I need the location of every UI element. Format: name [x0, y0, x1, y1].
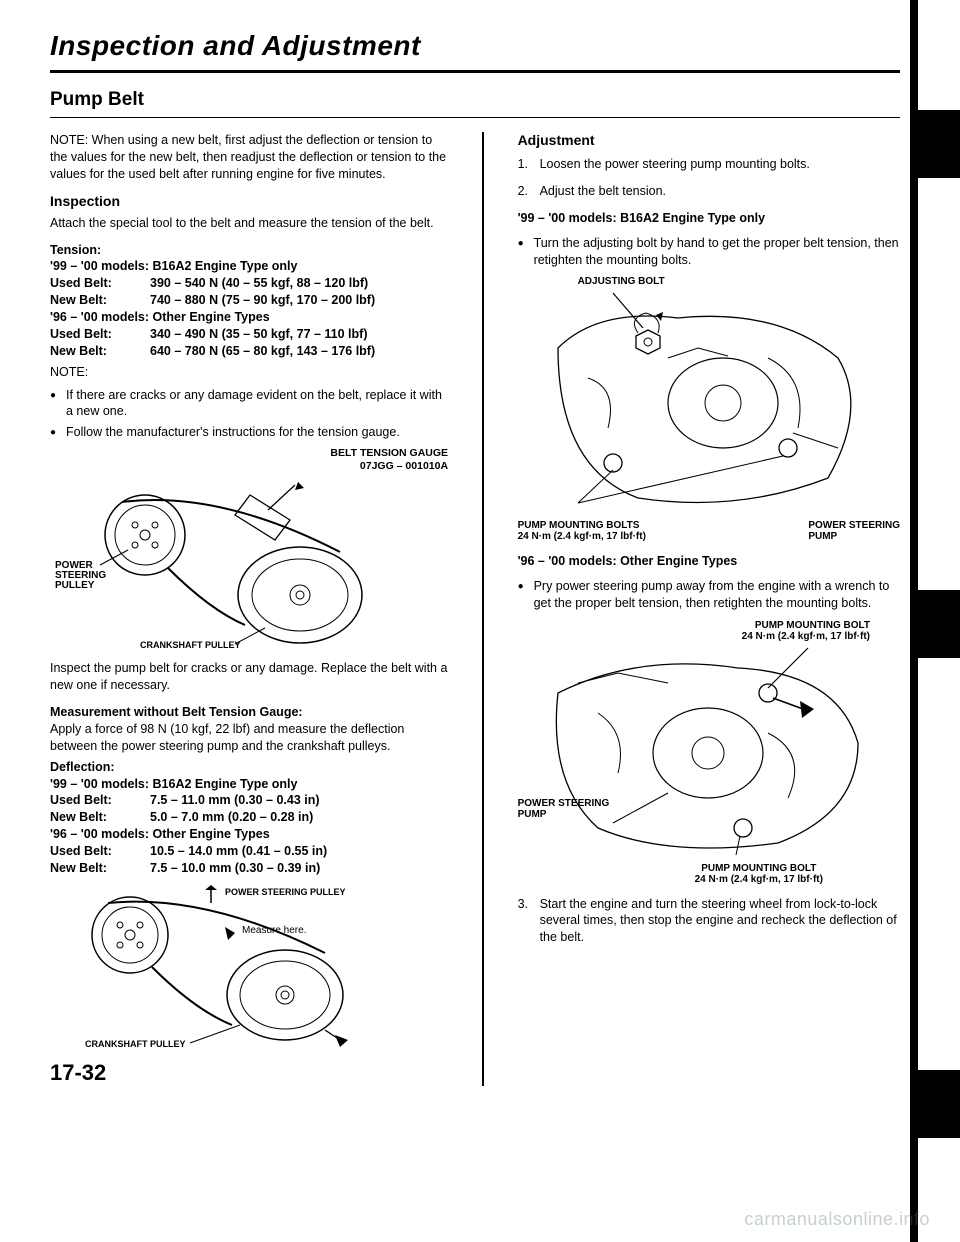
- fig1-after-text: Inspect the pump belt for cracks or any …: [50, 660, 448, 694]
- note-label: NOTE:: [50, 364, 448, 381]
- model-99-heading: '99 – '00 models: B16A2 Engine Type only: [518, 210, 900, 227]
- step-item: 2.Adjust the belt tension.: [518, 183, 900, 200]
- rule-thick: [50, 70, 900, 73]
- inspection-heading: Inspection: [50, 193, 448, 209]
- page-title: Inspection and Adjustment: [50, 30, 900, 62]
- fig4-bottom-label: PUMP MOUNTING BOLT 24 N·m (2.4 kgf·m, 17…: [618, 863, 900, 886]
- defl-used-value: 7.5 – 11.0 mm (0.30 – 0.43 in): [150, 792, 448, 809]
- measurement-heading: Measurement without Belt Tension Gauge:: [50, 704, 448, 721]
- inspection-body: Attach the special tool to the belt and …: [50, 215, 448, 232]
- thumb-tab-icon: [918, 590, 960, 658]
- thumb-tabs: [918, 0, 960, 1242]
- thumb-tab-icon: [918, 110, 960, 178]
- defl-99-models: '99 – '00 models: B16A2 Engine Type only: [50, 776, 448, 793]
- defl-new-value: 5.0 – 7.0 mm (0.20 – 0.28 in): [150, 809, 448, 826]
- fig3-adjusting-bolt-label: ADJUSTING BOLT: [578, 276, 900, 288]
- fig4-top-label: PUMP MOUNTING BOLT 24 N·m (2.4 kgf·m, 17…: [518, 620, 870, 643]
- right-column: Adjustment 1.Loosen the power steering p…: [518, 132, 900, 1086]
- svg-text:Measure here.: Measure here.: [242, 925, 306, 936]
- new-belt-label: New Belt:: [50, 292, 150, 309]
- figure-belt-tension: POWER STEERING PULLEY CRANKSHAFT PULLEY: [50, 480, 448, 650]
- tension-96-models: '96 – '00 models: Other Engine Types: [50, 309, 448, 326]
- step-item: 1.Loosen the power steering pump mountin…: [518, 156, 900, 173]
- note-item: If there are cracks or any damage eviden…: [50, 387, 448, 421]
- tension-label: Tension:: [50, 242, 448, 259]
- thumb-tab-icon: [918, 1070, 960, 1138]
- new-belt-value-2: 640 – 780 N (65 – 80 kgf, 143 – 176 lbf): [150, 343, 448, 360]
- used-belt-value: 390 – 540 N (40 – 55 kgf, 88 – 120 lbf): [150, 275, 448, 292]
- page-number: 17-32: [50, 1060, 448, 1086]
- new-belt-label-2: New Belt:: [50, 343, 150, 360]
- svg-text:POWER STEERING PULLEY: POWER STEERING PULLEY: [225, 887, 346, 897]
- svg-text:CRANKSHAFT PULLEY: CRANKSHAFT PULLEY: [140, 640, 241, 650]
- column-divider: [482, 132, 484, 1086]
- watermark: carmanualsonline.info: [744, 1209, 930, 1230]
- defl-new-value-2: 7.5 – 10.0 mm (0.30 – 0.39 in): [150, 860, 448, 877]
- fig3-mounting-bolts-label: PUMP MOUNTING BOLTS 24 N·m (2.4 kgf·m, 1…: [518, 520, 646, 543]
- deflection-label: Deflection:: [50, 759, 448, 776]
- left-column: NOTE: When using a new belt, first adjus…: [50, 132, 448, 1086]
- defl-new-label-2: New Belt:: [50, 860, 150, 877]
- turn-text: Turn the adjusting bolt by hand to get t…: [518, 235, 900, 269]
- model-96-heading: '96 – '00 models: Other Engine Types: [518, 553, 900, 570]
- fig4-pump-label: POWER STEERING PUMP: [518, 798, 610, 821]
- rule-thin: [50, 117, 900, 118]
- svg-text:PULLEY: PULLEY: [55, 580, 95, 591]
- defl-used-value-2: 10.5 – 14.0 mm (0.41 – 0.55 in): [150, 843, 448, 860]
- defl-used-label: Used Belt:: [50, 792, 150, 809]
- used-belt-label: Used Belt:: [50, 275, 150, 292]
- pry-text: Pry power steering pump away from the en…: [518, 578, 900, 612]
- figure-adjusting-bolt: ADJUSTING BOLT: [518, 276, 900, 543]
- measurement-body: Apply a force of 98 N (10 kgf, 22 lbf) a…: [50, 721, 448, 755]
- new-belt-value: 740 – 880 N (75 – 90 kgf, 170 – 200 lbf): [150, 292, 448, 309]
- figure-measure: POWER STEERING PULLEY Measure here. CRAN…: [50, 885, 448, 1050]
- fig3-pump-label: POWER STEERING PUMP: [808, 520, 900, 543]
- svg-text:CRANKSHAFT PULLEY: CRANKSHAFT PULLEY: [85, 1039, 186, 1049]
- fig1-caption: BELT TENSION GAUGE 07JGG – 001010A: [50, 447, 448, 472]
- figure-pump-mounting: PUMP MOUNTING BOLT 24 N·m (2.4 kgf·m, 17…: [518, 620, 900, 886]
- defl-used-label-2: Used Belt:: [50, 843, 150, 860]
- note-item: Follow the manufacturer's instructions f…: [50, 424, 448, 441]
- adjustment-heading: Adjustment: [518, 132, 900, 148]
- used-belt-value-2: 340 – 490 N (35 – 50 kgf, 77 – 110 lbf): [150, 326, 448, 343]
- section-subtitle: Pump Belt: [50, 89, 900, 111]
- used-belt-label-2: Used Belt:: [50, 326, 150, 343]
- defl-new-label: New Belt:: [50, 809, 150, 826]
- tension-99-models: '99 – '00 models: B16A2 Engine Type only: [50, 258, 448, 275]
- page-border-right: [910, 0, 918, 1242]
- note-text: NOTE: When using a new belt, first adjus…: [50, 132, 448, 183]
- step-item: 3.Start the engine and turn the steering…: [518, 896, 900, 947]
- defl-96-models: '96 – '00 models: Other Engine Types: [50, 826, 448, 843]
